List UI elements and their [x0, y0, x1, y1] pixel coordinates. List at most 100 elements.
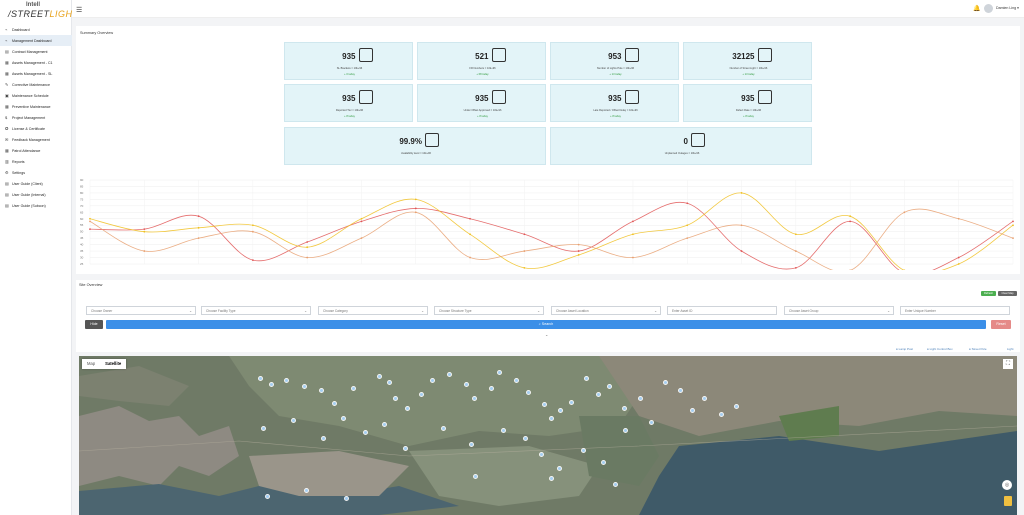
data-point[interactable]: [632, 220, 634, 223]
sidebar-item-contract-management[interactable]: ▤ Contract Management: [0, 46, 72, 57]
filter-select[interactable]: Choose Owner ⌄: [86, 306, 196, 315]
summary-card[interactable]: 99.9% Availability level = 10k+96: [284, 127, 546, 165]
data-point[interactable]: [89, 217, 91, 220]
summary-card[interactable]: 32125 Number of Street Light = 10k+96 + 13…: [683, 42, 812, 80]
series-line-0[interactable]: [89, 201, 1014, 270]
data-point[interactable]: [306, 241, 309, 243]
chevron-down-icon[interactable]: ⌄: [545, 332, 549, 337]
data-point[interactable]: [957, 256, 960, 259]
data-point[interactable]: [414, 211, 417, 214]
map-marker[interactable]: [284, 378, 289, 383]
user-name[interactable]: Damien Ling ▾: [996, 6, 1019, 10]
sidebar-item-user-guide-client[interactable]: ▤ User Guide (Client): [0, 178, 72, 189]
data-point[interactable]: [740, 192, 743, 194]
street-view-pegman-icon[interactable]: [1004, 496, 1012, 506]
map-marker[interactable]: [302, 384, 307, 389]
map-marker[interactable]: [581, 448, 586, 453]
map-marker[interactable]: [702, 396, 707, 401]
data-point[interactable]: [632, 233, 634, 236]
data-point[interactable]: [143, 230, 146, 233]
data-point[interactable]: [89, 220, 91, 223]
hamburger-menu-icon[interactable]: ☰: [76, 7, 83, 14]
map-marker[interactable]: [514, 378, 519, 383]
map-marker[interactable]: [321, 436, 326, 441]
reset-button[interactable]: Reset: [991, 320, 1011, 329]
data-point[interactable]: [306, 246, 309, 249]
map-marker[interactable]: [601, 460, 606, 465]
map-marker[interactable]: [549, 416, 554, 421]
map-marker[interactable]: [497, 370, 502, 375]
data-point[interactable]: [197, 226, 200, 229]
summary-card[interactable]: 521 FR Numbers = 10k+96 + 68 today: [417, 42, 546, 80]
filter-select[interactable]: Choose Asset Group ⌄: [784, 306, 894, 315]
data-point[interactable]: [686, 224, 689, 227]
series-line-1[interactable]: [89, 192, 1014, 270]
satellite-map[interactable]: Map Satellite ⛶ ◎: [79, 356, 1017, 515]
data-point[interactable]: [740, 224, 743, 227]
map-marker[interactable]: [393, 396, 398, 401]
map-marker[interactable]: [430, 378, 435, 383]
data-point[interactable]: [849, 220, 852, 223]
tab-satellite[interactable]: Satellite: [105, 361, 122, 366]
map-marker[interactable]: [663, 380, 668, 385]
sidebar-item-project-management[interactable]: $ Project Management: [0, 112, 72, 123]
fullscreen-icon[interactable]: ⛶: [1003, 359, 1013, 369]
data-point[interactable]: [903, 211, 906, 214]
data-point[interactable]: [523, 266, 526, 269]
sidebar-item-management-dashboard[interactable]: ⌁ Management Dashboard: [0, 35, 72, 46]
map-marker[interactable]: [344, 496, 349, 501]
sidebar-item-corrective-maintenance[interactable]: ✎ Corrective Maintenance: [0, 79, 72, 90]
search-button[interactable]: ⌕ Search: [106, 320, 986, 329]
map-marker[interactable]: [269, 382, 274, 387]
summary-card[interactable]: 953 Number of Lights Pole = 10k+96 + 13 to…: [550, 42, 679, 80]
map-marker[interactable]: [351, 386, 356, 391]
map-marker[interactable]: [526, 390, 531, 395]
data-point[interactable]: [577, 250, 580, 252]
map-marker[interactable]: [690, 408, 695, 413]
map-marker[interactable]: [319, 388, 324, 393]
summary-card[interactable]: 935 Under Offset Approved = 10k+96 + 8 tod…: [417, 84, 546, 122]
summary-card[interactable]: 935 Reported Tier = 10k+96 + 8 today: [284, 84, 413, 122]
data-point[interactable]: [794, 233, 797, 236]
map-marker[interactable]: [719, 412, 724, 417]
data-point[interactable]: [686, 202, 689, 205]
data-point[interactable]: [957, 217, 960, 220]
data-point[interactable]: [360, 220, 363, 223]
data-point[interactable]: [251, 259, 254, 262]
map-marker[interactable]: [261, 426, 266, 431]
summary-card[interactable]: 935 SL Brackets = 10k+96 + 0 today: [284, 42, 413, 80]
sidebar-item-assets-management-sl[interactable]: ▦ Assets Management - SL: [0, 68, 72, 79]
map-marker[interactable]: [542, 402, 547, 407]
bell-icon[interactable]: 🔔: [973, 6, 981, 12]
legend-lamp-post[interactable]: ● Lamp Post: [896, 347, 913, 351]
map-marker[interactable]: [265, 494, 270, 499]
data-point[interactable]: [143, 228, 146, 231]
tab-map[interactable]: Map: [87, 361, 96, 366]
filter-select[interactable]: Choose Category ⌄: [318, 306, 428, 315]
data-point[interactable]: [360, 217, 363, 220]
data-point[interactable]: [577, 254, 580, 256]
map-marker[interactable]: [403, 446, 408, 451]
data-point[interactable]: [360, 237, 363, 240]
map-marker[interactable]: [596, 392, 601, 397]
map-marker[interactable]: [649, 420, 654, 425]
data-point[interactable]: [414, 207, 417, 210]
filter-select[interactable]: Choose Facility Type ⌄: [201, 306, 311, 315]
map-marker[interactable]: [405, 406, 410, 411]
summary-card[interactable]: 935 Late Reported / Offset Delay = 10k+96…: [550, 84, 679, 122]
map-marker[interactable]: [613, 482, 618, 487]
sidebar-item-settings[interactable]: ⚙ Settings: [0, 167, 72, 178]
map-marker[interactable]: [638, 396, 643, 401]
hide-button[interactable]: Hide: [85, 320, 103, 329]
map-marker[interactable]: [304, 488, 309, 493]
data-point[interactable]: [1012, 237, 1014, 240]
data-point[interactable]: [794, 266, 797, 269]
sidebar-item-preventive-maintenance[interactable]: ▦ Preventive Maintenance: [0, 101, 72, 112]
map-marker[interactable]: [678, 388, 683, 393]
map-marker[interactable]: [523, 436, 528, 441]
data-point[interactable]: [469, 256, 471, 259]
data-point[interactable]: [469, 233, 471, 236]
legend-light[interactable]: Light: [1007, 347, 1014, 351]
sidebar-item-user-guide-subcon[interactable]: ▤ User Guide (Subcon): [0, 200, 72, 211]
map-marker[interactable]: [558, 408, 563, 413]
